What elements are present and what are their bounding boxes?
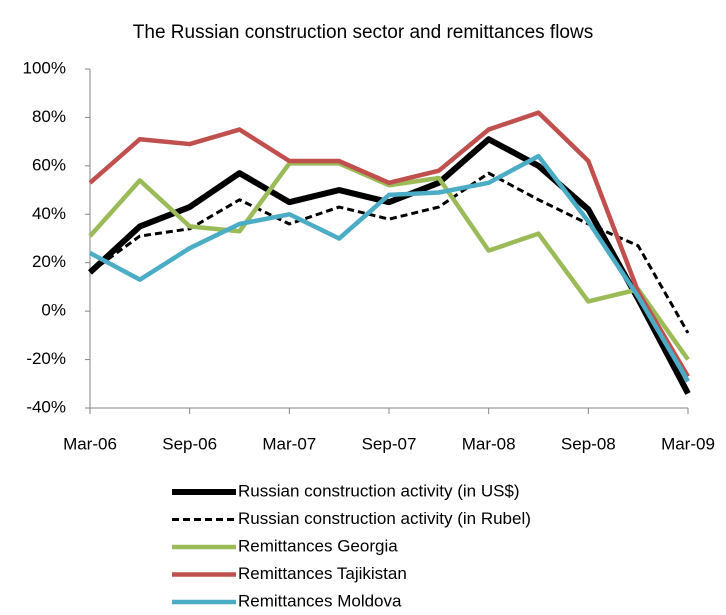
series-line xyxy=(88,110,690,378)
series-line xyxy=(88,161,690,361)
y-tick-label: -40% xyxy=(26,397,66,416)
chart-title: The Russian construction sector and remi… xyxy=(133,22,593,43)
legend-label: Remittances Moldova xyxy=(238,591,402,610)
x-tick-label: Sep-07 xyxy=(362,434,417,453)
legend-label: Remittances Georgia xyxy=(238,536,398,555)
legend-label: Remittances Tajikistan xyxy=(238,564,407,583)
x-tick-label: Sep-06 xyxy=(162,434,217,453)
legend-label: Russian construction activity (in Rubel) xyxy=(238,509,531,528)
y-tick-label: 80% xyxy=(32,107,66,126)
x-tick-label: Mar-09 xyxy=(661,434,715,453)
x-tick-label: Sep-08 xyxy=(561,434,616,453)
y-tick-label: -20% xyxy=(26,349,66,368)
y-tick-label: 100% xyxy=(23,58,66,77)
x-tick-label: Mar-07 xyxy=(262,434,316,453)
legend-label: Russian construction activity (in US$) xyxy=(238,481,520,500)
y-tick-label: 40% xyxy=(32,204,66,223)
series-line xyxy=(87,136,691,395)
y-tick-label: 20% xyxy=(32,252,66,271)
series-line xyxy=(88,153,690,383)
y-tick-label: 60% xyxy=(32,155,66,174)
x-tick-label: Mar-06 xyxy=(63,434,117,453)
y-tick-label: 0% xyxy=(41,301,66,320)
x-tick-label: Mar-08 xyxy=(462,434,516,453)
